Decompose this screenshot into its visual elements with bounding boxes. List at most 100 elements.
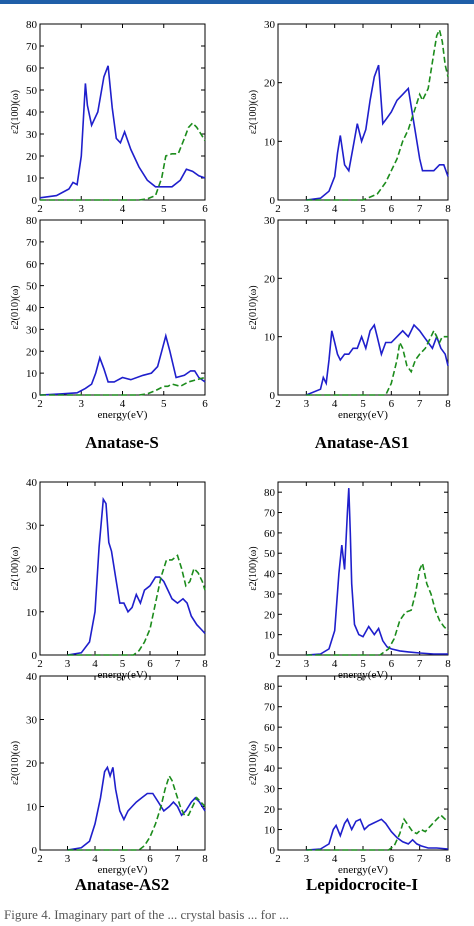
dashed-series-line <box>40 121 206 201</box>
y-tick-label: 80 <box>264 681 276 693</box>
y-tick-label: 70 <box>264 508 276 520</box>
plot-frame <box>39 675 206 851</box>
x-tick-label: 2 <box>37 203 43 215</box>
y-tick-label: 0 <box>32 845 38 857</box>
y-tick-label: 10 <box>26 368 38 380</box>
y-axis-label: ε2(010)(ω) <box>10 285 21 329</box>
x-tick-label: 7 <box>175 658 181 670</box>
y-tick-label: 30 <box>26 715 38 727</box>
plot-frame <box>277 675 449 851</box>
dashed-series-line <box>67 554 206 656</box>
dashed-series-line <box>306 560 449 656</box>
chart-panel-3: 2 3 4 5 601020304050607080ε2(010)(ω)energy(e… <box>10 215 208 421</box>
solid-series-line <box>306 817 449 851</box>
chart-panel-2: 2 3 4 5 6 7 8 0 10 20 30 ε2(100)(ω) <box>248 19 451 215</box>
x-axis-label: energy(eV) <box>338 669 388 681</box>
y-tick-label: 10 <box>26 173 38 185</box>
chart-panel-7: 2 3 4 5 6 7 8 0 10 20 30 40 ε2(010)(ω) energy(eV) <box>10 671 208 876</box>
x-tick-label: 7 <box>417 853 423 865</box>
y-axis-label: ε2(010)(ω) <box>248 741 259 785</box>
x-tick-label: 3 <box>65 658 71 670</box>
x-tick-label: 2 <box>37 658 43 670</box>
group-title: Lepidocrocite-I <box>306 875 418 894</box>
x-axis-label: energy(eV) <box>98 409 148 421</box>
x-tick-label: 4 <box>120 398 126 410</box>
group-title: Anatase-S <box>85 433 159 452</box>
y-tick-label: 0 <box>270 390 276 402</box>
x-tick-label: 8 <box>445 658 451 670</box>
solid-series-line <box>306 64 449 201</box>
x-tick-label: 2 <box>275 203 281 215</box>
y-tick-label: 10 <box>26 802 38 814</box>
y-tick-label: 30 <box>264 215 276 227</box>
plot-frame <box>39 219 206 396</box>
y-tick-label: 60 <box>264 722 276 734</box>
y-tick-label: 40 <box>264 763 276 775</box>
plot-frame <box>277 23 449 201</box>
dashed-series-line <box>306 328 448 396</box>
chart-panel-6: 2 3 4 5 6 7 801020304050607080ε2(100)(ω)energy… <box>248 481 451 681</box>
x-tick-label: 6 <box>389 203 395 215</box>
x-tick-label: 7 <box>417 398 423 410</box>
y-tick-label: 40 <box>26 477 38 489</box>
x-tick-label: 6 <box>147 658 153 670</box>
x-tick-label: 4 <box>92 658 98 670</box>
y-tick-label: 0 <box>32 195 38 207</box>
y-tick-label: 30 <box>26 129 38 141</box>
x-tick-label: 6 <box>389 398 395 410</box>
x-tick-label: 8 <box>202 658 208 670</box>
y-axis-label: ε2(010)(ω) <box>10 741 21 785</box>
plot-frame <box>39 23 206 201</box>
chart-panel-4: 2 3 4 5 6 7 8 0 10 20 30 ε2(010)(ω) energy(eV) <box>248 215 451 421</box>
y-tick-label: 80 <box>26 19 38 31</box>
x-tick-label: 5 <box>360 658 366 670</box>
y-tick-label: 0 <box>270 195 276 207</box>
y-tick-label: 20 <box>264 609 276 621</box>
x-tick-label: 8 <box>445 853 451 865</box>
x-tick-label: 6 <box>389 853 395 865</box>
x-tick-label: 3 <box>65 853 71 865</box>
x-tick-label: 4 <box>120 203 126 215</box>
x-tick-label: 5 <box>360 853 366 865</box>
y-tick-label: 70 <box>264 702 276 714</box>
x-tick-label: 8 <box>445 398 451 410</box>
y-tick-label: 70 <box>26 237 38 249</box>
y-tick-label: 10 <box>26 607 38 619</box>
plot-frame <box>277 481 449 656</box>
chart-panel-8: 2 3 4 5 6 7 801020304050607080ε2(010)(ω)energy… <box>248 675 451 876</box>
x-tick-label: 7 <box>417 203 423 215</box>
x-tick-label: 4 <box>332 658 338 670</box>
top-rule <box>0 0 474 4</box>
x-axis-label: energy(eV) <box>98 864 148 876</box>
y-tick-label: 30 <box>26 324 38 336</box>
y-tick-label: 40 <box>26 671 38 683</box>
x-tick-label: 6 <box>202 203 208 215</box>
x-tick-label: 5 <box>161 203 167 215</box>
x-tick-label: 2 <box>37 853 43 865</box>
y-tick-label: 40 <box>26 303 38 315</box>
y-tick-label: 60 <box>26 63 38 75</box>
y-tick-label: 30 <box>264 19 276 31</box>
x-tick-label: 2 <box>37 398 43 410</box>
y-tick-label: 20 <box>26 564 38 576</box>
y-axis-label: ε2(100)(ω) <box>10 546 21 590</box>
y-tick-label: 0 <box>32 650 38 662</box>
y-tick-label: 10 <box>264 630 276 642</box>
x-tick-label: 3 <box>79 203 85 215</box>
x-tick-label: 4 <box>332 398 338 410</box>
x-axis-label: energy(eV) <box>98 669 148 681</box>
y-axis-label: ε2(100)(ω) <box>10 90 21 134</box>
figure-caption: Figure 4. Imaginary part of the ... crys… <box>4 907 289 922</box>
y-tick-label: 10 <box>264 332 276 344</box>
y-tick-label: 0 <box>32 390 38 402</box>
x-tick-label: 3 <box>304 658 310 670</box>
x-tick-label: 6 <box>389 658 395 670</box>
dashed-series-line <box>306 27 449 201</box>
x-tick-label: 3 <box>304 853 310 865</box>
x-axis-label: energy(eV) <box>338 864 388 876</box>
x-tick-label: 8 <box>202 853 208 865</box>
group-title: Anatase-AS1 <box>315 433 409 452</box>
y-tick-label: 20 <box>26 758 38 770</box>
x-tick-label: 7 <box>417 658 423 670</box>
